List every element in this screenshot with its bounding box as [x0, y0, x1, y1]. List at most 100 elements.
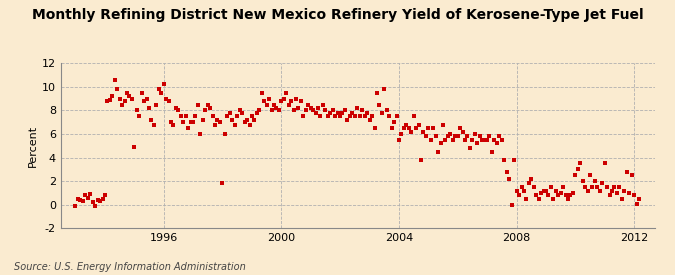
Point: [381, 108, 392, 112]
Point: [622, 169, 632, 174]
Point: [384, 114, 395, 119]
Point: [455, 126, 466, 130]
Point: [389, 120, 400, 124]
Point: [263, 97, 274, 101]
Point: [489, 138, 500, 142]
Point: [556, 191, 566, 195]
Point: [178, 120, 189, 124]
Point: [146, 118, 157, 122]
Point: [281, 90, 292, 95]
Point: [484, 134, 495, 139]
Point: [386, 126, 397, 130]
Point: [188, 120, 198, 124]
Point: [541, 188, 551, 193]
Point: [151, 102, 162, 107]
Point: [207, 114, 218, 119]
Point: [472, 141, 483, 145]
Point: [350, 114, 360, 119]
Point: [320, 108, 331, 112]
Point: [332, 111, 343, 115]
Point: [518, 188, 529, 193]
Point: [72, 197, 83, 201]
Point: [95, 199, 105, 203]
Point: [467, 138, 478, 142]
Point: [462, 134, 472, 139]
Point: [325, 111, 335, 115]
Point: [585, 173, 595, 177]
Point: [612, 191, 622, 195]
Point: [398, 126, 409, 130]
Point: [526, 177, 537, 181]
Point: [107, 94, 117, 98]
Point: [197, 118, 208, 122]
Point: [428, 126, 439, 130]
Point: [222, 114, 233, 119]
Point: [452, 134, 463, 139]
Point: [173, 108, 184, 112]
Point: [254, 108, 265, 112]
Point: [354, 114, 365, 119]
Point: [168, 122, 179, 127]
Point: [553, 193, 564, 197]
Point: [357, 108, 368, 112]
Point: [70, 204, 81, 208]
Point: [200, 108, 211, 112]
Point: [568, 191, 578, 195]
Point: [156, 90, 167, 95]
Point: [163, 99, 174, 103]
Point: [521, 197, 532, 201]
Point: [148, 122, 159, 127]
Y-axis label: Percent: Percent: [28, 125, 38, 167]
Point: [401, 122, 412, 127]
Point: [535, 191, 546, 195]
Point: [99, 193, 110, 197]
Point: [75, 198, 86, 202]
Point: [433, 149, 443, 154]
Point: [450, 134, 461, 139]
Point: [538, 188, 549, 193]
Point: [153, 87, 164, 91]
Point: [364, 118, 375, 122]
Point: [550, 188, 561, 193]
Point: [244, 122, 255, 127]
Point: [144, 106, 155, 110]
Point: [496, 138, 507, 142]
Point: [259, 99, 269, 103]
Point: [421, 134, 431, 139]
Point: [227, 118, 238, 122]
Point: [195, 132, 206, 136]
Point: [313, 106, 323, 110]
Point: [570, 173, 580, 177]
Point: [410, 126, 421, 130]
Point: [435, 141, 446, 145]
Point: [607, 188, 618, 193]
Point: [239, 120, 250, 124]
Point: [131, 108, 142, 112]
Point: [504, 177, 514, 181]
Point: [286, 99, 296, 103]
Point: [112, 87, 123, 91]
Point: [599, 161, 610, 166]
Point: [129, 145, 140, 149]
Point: [394, 138, 404, 142]
Point: [406, 130, 416, 134]
Point: [284, 102, 294, 107]
Point: [134, 114, 144, 119]
Point: [418, 130, 429, 134]
Point: [491, 141, 502, 145]
Point: [545, 185, 556, 189]
Point: [595, 188, 605, 193]
Point: [601, 185, 612, 189]
Point: [205, 106, 215, 110]
Point: [583, 188, 593, 193]
Point: [392, 114, 402, 119]
Point: [256, 90, 267, 95]
Point: [215, 120, 225, 124]
Point: [558, 185, 568, 189]
Point: [458, 130, 468, 134]
Point: [614, 185, 625, 189]
Point: [85, 192, 96, 196]
Point: [529, 185, 539, 189]
Point: [592, 185, 603, 189]
Point: [329, 114, 340, 119]
